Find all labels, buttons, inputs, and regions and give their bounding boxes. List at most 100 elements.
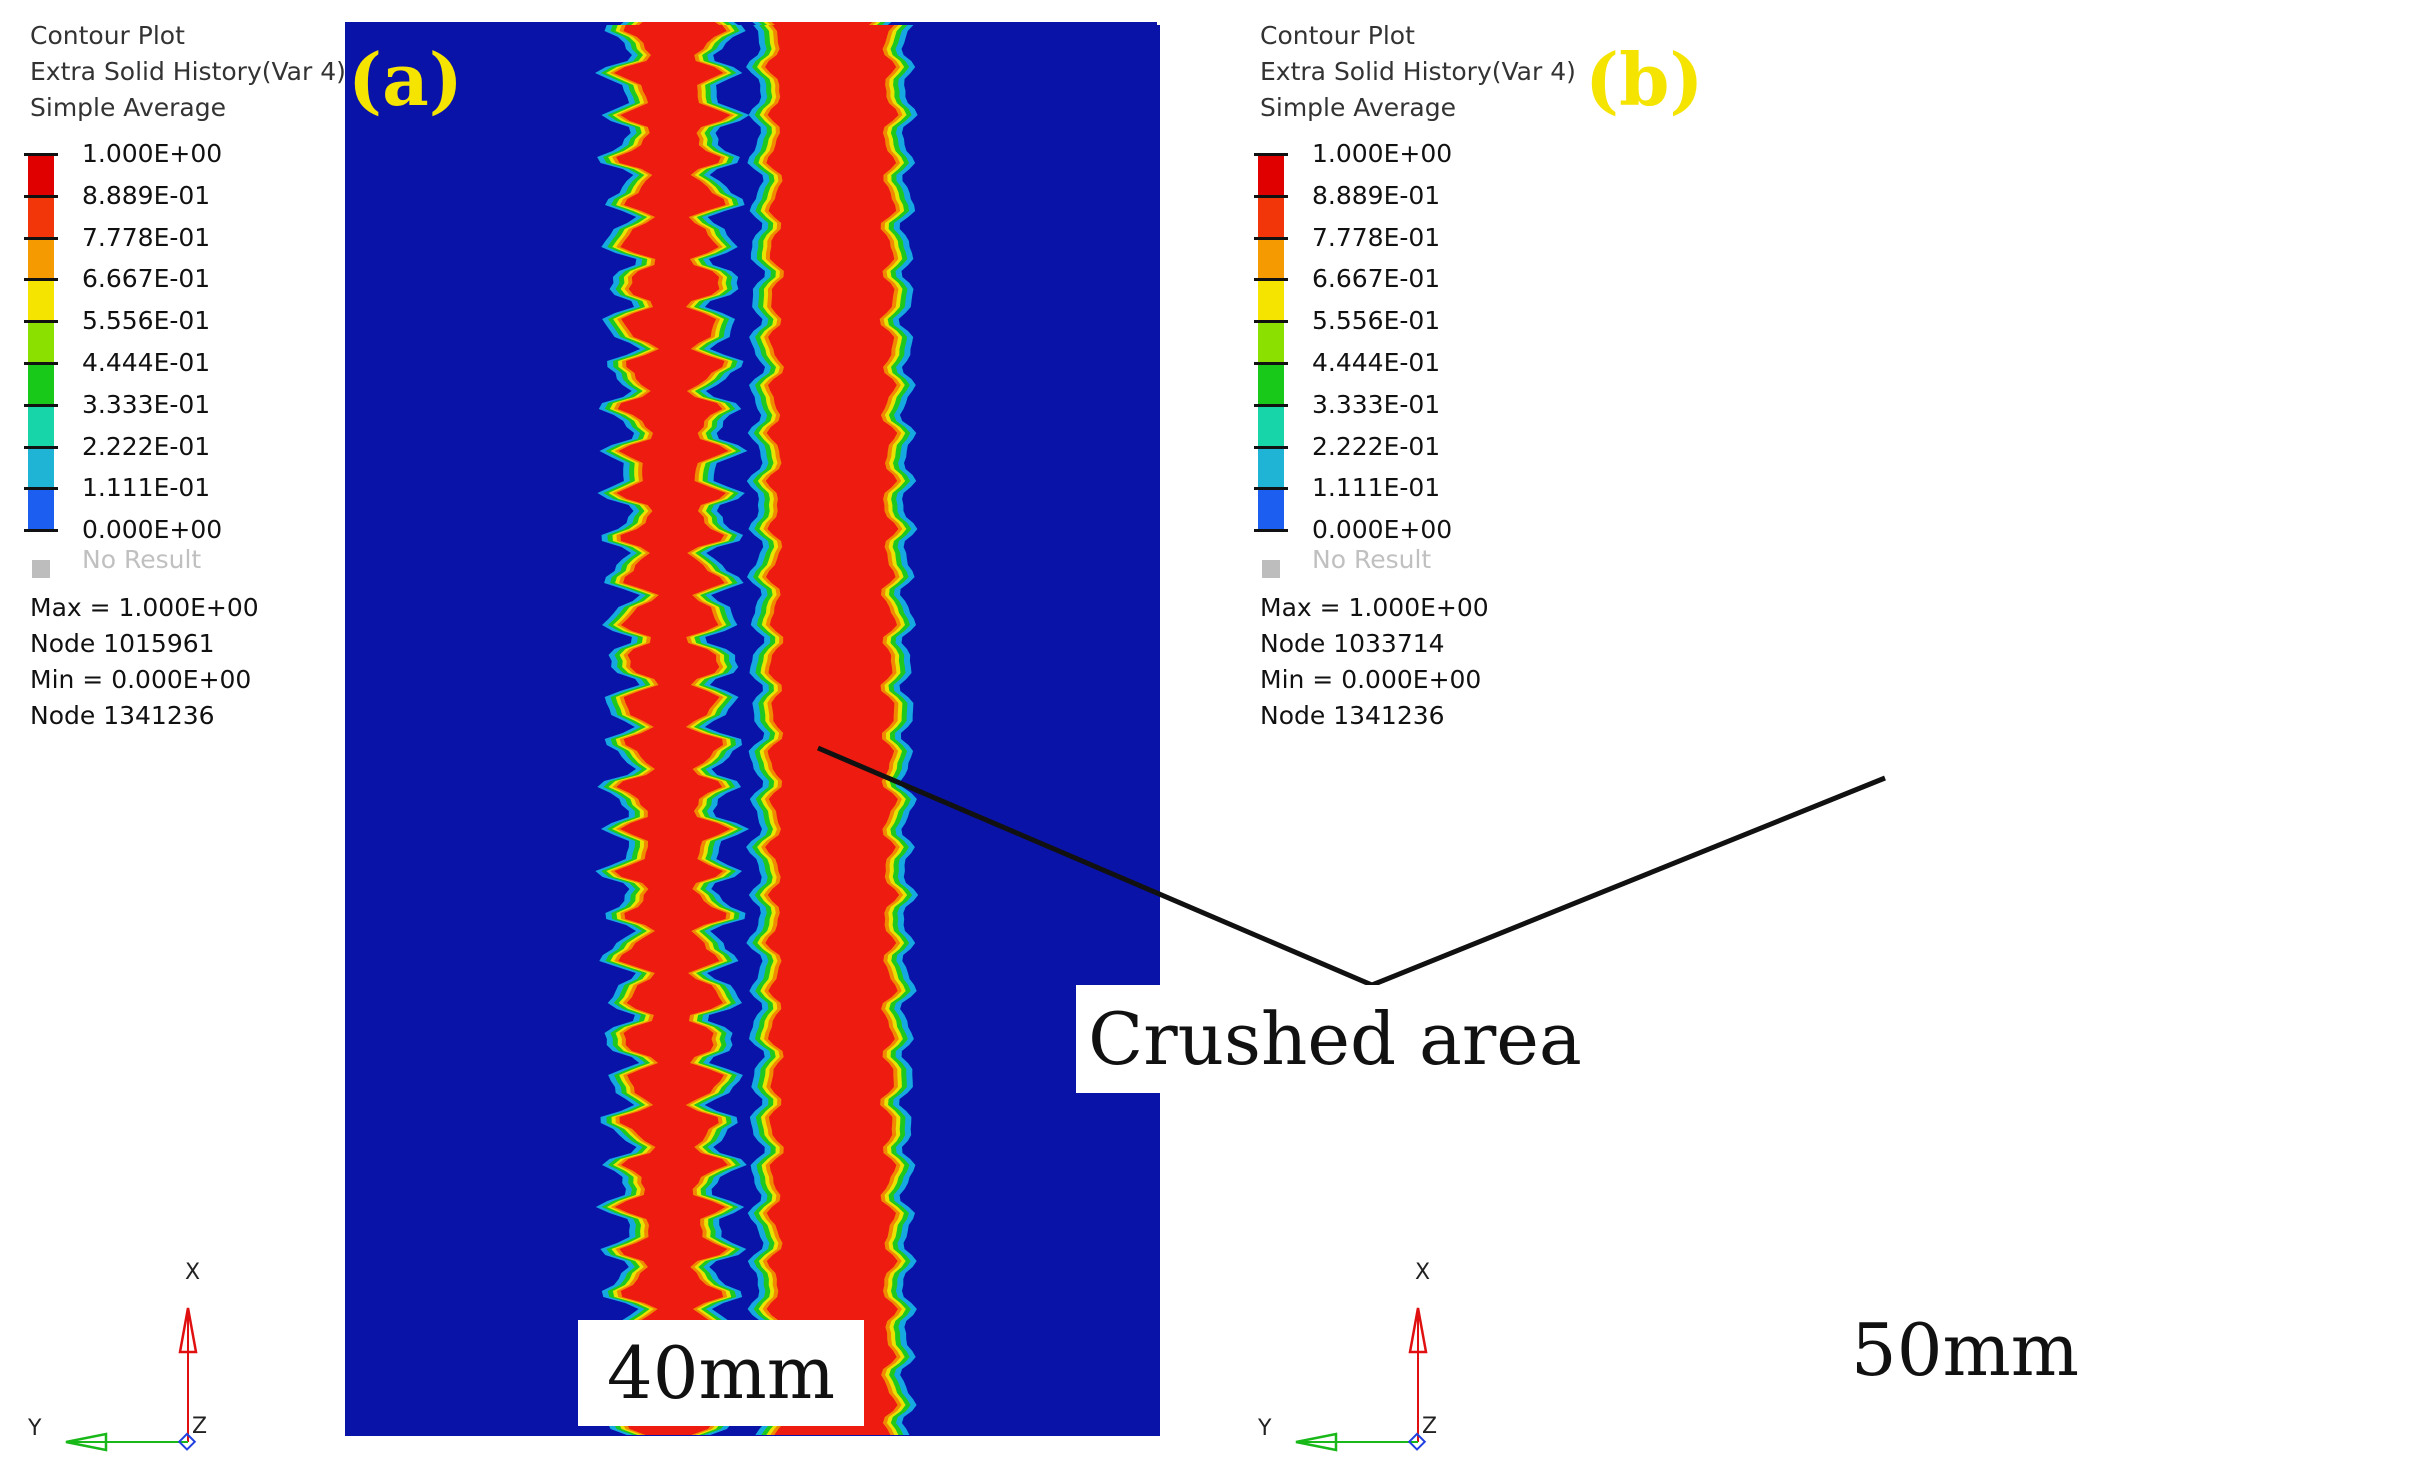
axis-z-label: Z: [1422, 1414, 1438, 1439]
legend-tick: [24, 278, 58, 282]
legend-tick: [1254, 487, 1288, 491]
no-result-swatch: [1262, 560, 1280, 578]
legend-swatch: [28, 446, 54, 490]
max-value: Max = 1.000E+00: [1260, 593, 1489, 622]
legend-label: 2.222E-01: [1312, 431, 1441, 461]
legend-tick: [24, 362, 58, 365]
legend-swatch: [1258, 279, 1284, 323]
axis-z-label: Z: [192, 1414, 208, 1439]
legend-swatch: [28, 321, 54, 364]
legend-label: 3.333E-01: [1312, 389, 1441, 419]
axis-x-label: X: [185, 1260, 201, 1285]
min-max-stats: Max = 1.000E+00 Node 1015961 Min = 0.000…: [30, 590, 259, 734]
crushed-area-label: Crushed area: [1076, 985, 1594, 1093]
max-node: Node 1015961: [30, 629, 215, 658]
no-result-label: No Result: [82, 545, 202, 574]
axis-triad: X Y Z: [20, 1250, 220, 1470]
min-max-stats: Max = 1.000E+00 Node 1033714 Min = 0.000…: [1260, 590, 1489, 734]
legend-swatch: [28, 279, 54, 323]
legend-tick: [1254, 194, 1288, 198]
no-result-label: No Result: [1312, 545, 1432, 574]
panel-tag-a: (a): [348, 37, 463, 122]
min-node: Node 1341236: [30, 701, 215, 730]
legend-swatch: [28, 195, 54, 239]
panel-a: Contour Plot Extra Solid History(Var 4) …: [20, 18, 346, 1470]
legend-swatch: [28, 237, 54, 281]
legend-swatch: [28, 404, 54, 448]
legend-label: 0.000E+00: [1312, 515, 1453, 545]
contour-band-red: [614, 25, 731, 1435]
header-line: Extra Solid History(Var 4): [30, 57, 346, 86]
legend-label: 6.667E-01: [1312, 264, 1441, 294]
legend-label: 1.111E-01: [1312, 473, 1441, 503]
legend-label: 0.000E+00: [82, 515, 223, 545]
axis-triad: X Y Z: [1250, 1250, 1450, 1470]
panel-b: Contour Plot Extra Solid History(Var 4) …: [1230, 0, 2409, 1476]
contour-plot-b: [346, 25, 1160, 1436]
legend-tick: [24, 153, 58, 156]
legend-tick: [1254, 278, 1288, 282]
legend-tick: [1254, 362, 1288, 365]
legend-label: 4.444E-01: [82, 348, 211, 377]
legend-header: Contour Plot Extra Solid History(Var 4) …: [30, 18, 346, 126]
legend-label: 7.778E-01: [82, 222, 211, 252]
legend-swatch: [1258, 404, 1284, 448]
legend-tick: [24, 320, 58, 324]
legend-color-bar: [1258, 154, 1284, 532]
color-legend: 1.000E+00 8.889E-01 7.778E-01 6.667E-01 5.55…: [1254, 140, 1558, 578]
legend-label: 5.556E-01: [82, 306, 211, 336]
axis-y-label: Y: [28, 1416, 42, 1441]
min-value: Min = 0.000E+00: [1260, 665, 1482, 694]
legend-swatch: [1258, 321, 1284, 364]
legend-tick: [1254, 529, 1288, 533]
triad-arrows-icon: [1295, 1307, 1428, 1452]
legend-tick: [1254, 153, 1288, 156]
legend-tick: [1254, 403, 1288, 407]
legend-swatch: [1258, 446, 1284, 490]
legend-color-bar: [28, 154, 54, 532]
legend-tick: [24, 403, 58, 407]
no-result-swatch: [32, 560, 50, 578]
legend-swatch: [1258, 237, 1284, 281]
legend-label: 2.222E-01: [82, 431, 211, 461]
legend-label: 1.111E-01: [82, 473, 211, 503]
axis-y-label: Y: [1258, 1416, 1272, 1441]
header-line: Simple Average: [1260, 93, 1456, 122]
width-label-b: 50mm: [1822, 1297, 2108, 1403]
legend-tick: [24, 236, 58, 240]
legend-swatch: [28, 154, 54, 197]
header-line: Contour Plot: [30, 21, 185, 50]
legend-tick: [1254, 445, 1288, 449]
max-value: Max = 1.000E+00: [30, 593, 259, 622]
legend-label: 3.333E-01: [82, 389, 211, 419]
contour-bands-b: [595, 25, 919, 1435]
min-node: Node 1341236: [1260, 701, 1445, 730]
legend-label: 5.556E-01: [1312, 306, 1441, 336]
panel-tag-b: (b): [1585, 37, 1704, 122]
legend-label: 1.000E+00: [1312, 139, 1453, 168]
legend-label: 1.000E+00: [82, 139, 223, 168]
legend-swatch: [28, 363, 54, 406]
legend-label: 6.667E-01: [82, 264, 211, 294]
color-legend: 1.000E+00 8.889E-01 7.778E-01 6.667E-01 5.55…: [24, 140, 328, 578]
legend-swatch: [1258, 363, 1284, 406]
legend-label: 7.778E-01: [1312, 222, 1441, 252]
legend-label: 8.889E-01: [1312, 180, 1441, 210]
legend-tick: [24, 487, 58, 491]
axis-x-label: X: [1415, 1260, 1431, 1285]
legend-swatch: [1258, 195, 1284, 239]
max-node: Node 1033714: [1260, 629, 1445, 658]
legend-tick: [24, 194, 58, 198]
legend-tick: [24, 445, 58, 449]
triad-arrows-icon: [65, 1307, 198, 1452]
legend-swatch: [28, 488, 54, 532]
header-line: Contour Plot: [1260, 21, 1415, 50]
legend-label: 8.889E-01: [82, 180, 211, 210]
header-line: Extra Solid History(Var 4): [1260, 57, 1576, 86]
legend-label: 4.444E-01: [1312, 348, 1441, 377]
legend-header: Contour Plot Extra Solid History(Var 4) …: [1260, 18, 1576, 126]
header-line: Simple Average: [30, 93, 226, 122]
min-value: Min = 0.000E+00: [30, 665, 252, 694]
legend-swatch: [1258, 154, 1284, 197]
legend-tick: [1254, 320, 1288, 324]
